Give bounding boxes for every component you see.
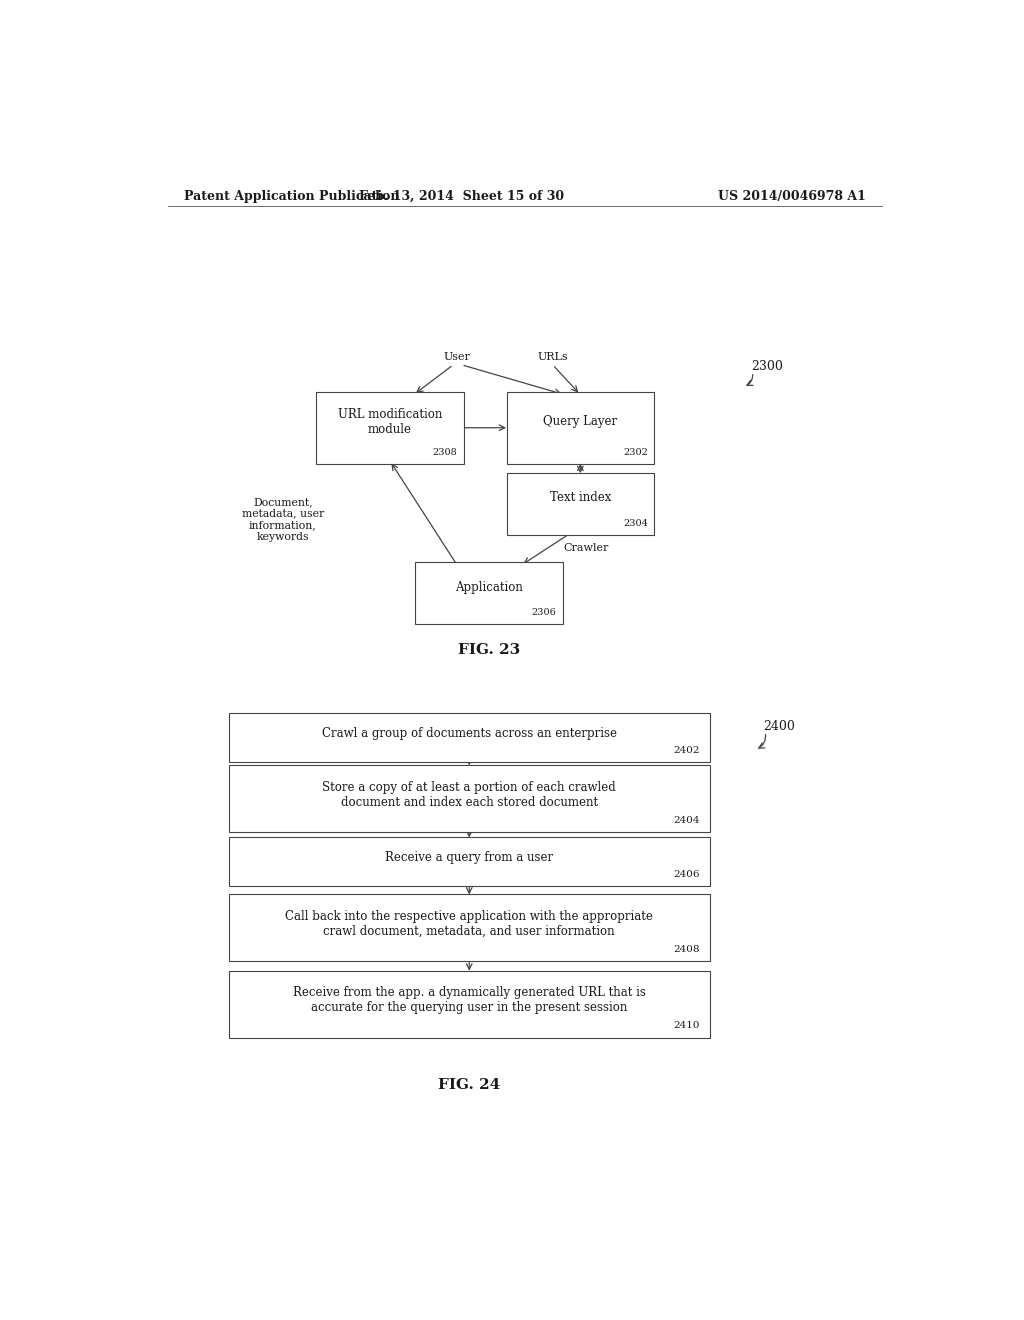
Text: Receive a query from a user: Receive a query from a user (385, 851, 553, 865)
Text: 2306: 2306 (531, 609, 557, 618)
Text: US 2014/0046978 A1: US 2014/0046978 A1 (718, 190, 866, 202)
Text: Crawl a group of documents across an enterprise: Crawl a group of documents across an ent… (322, 727, 616, 741)
FancyBboxPatch shape (228, 766, 710, 833)
Text: Patent Application Publication: Patent Application Publication (183, 190, 399, 202)
FancyBboxPatch shape (507, 392, 654, 463)
FancyBboxPatch shape (416, 562, 563, 624)
FancyBboxPatch shape (316, 392, 464, 463)
Text: 2402: 2402 (673, 746, 699, 755)
Text: Document,
metadata, user
information,
keywords: Document, metadata, user information, ke… (242, 496, 324, 541)
Text: URLs: URLs (538, 351, 568, 362)
Text: URL modification
module: URL modification module (338, 408, 442, 436)
Text: 2404: 2404 (673, 816, 699, 825)
Text: Application: Application (455, 581, 523, 594)
FancyBboxPatch shape (228, 894, 710, 961)
Text: 2302: 2302 (623, 447, 648, 457)
Text: User: User (444, 351, 471, 362)
Text: 2400: 2400 (763, 721, 795, 733)
Text: 2408: 2408 (673, 945, 699, 954)
Text: 2300: 2300 (751, 360, 783, 374)
Text: Call back into the respective application with the appropriate
crawl document, m: Call back into the respective applicatio… (286, 909, 653, 937)
Text: 2308: 2308 (432, 447, 458, 457)
Text: 2406: 2406 (673, 870, 699, 879)
Text: Query Layer: Query Layer (544, 416, 617, 428)
Text: FIG. 24: FIG. 24 (438, 1078, 501, 1093)
Text: 2304: 2304 (623, 519, 648, 528)
Text: Text index: Text index (550, 491, 611, 504)
Text: Crawler: Crawler (563, 543, 608, 553)
FancyBboxPatch shape (228, 713, 710, 762)
Text: Feb. 13, 2014  Sheet 15 of 30: Feb. 13, 2014 Sheet 15 of 30 (358, 190, 564, 202)
Text: Receive from the app. a dynamically generated URL that is
accurate for the query: Receive from the app. a dynamically gene… (293, 986, 646, 1014)
Text: Store a copy of at least a portion of each crawled
document and index each store: Store a copy of at least a portion of ea… (323, 780, 616, 809)
FancyBboxPatch shape (507, 473, 654, 535)
Text: 2410: 2410 (673, 1022, 699, 1031)
FancyBboxPatch shape (228, 970, 710, 1038)
FancyBboxPatch shape (228, 837, 710, 886)
Text: FIG. 23: FIG. 23 (458, 643, 520, 657)
